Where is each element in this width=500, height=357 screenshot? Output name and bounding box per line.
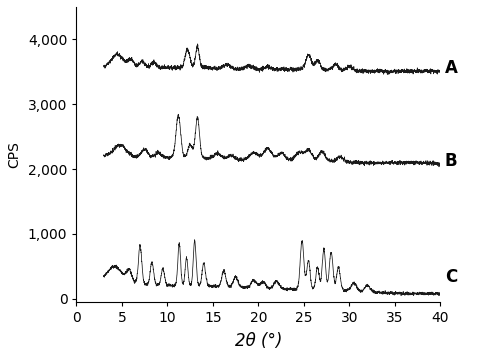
Text: B: B xyxy=(445,152,458,170)
Y-axis label: CPS: CPS xyxy=(7,141,21,168)
Text: C: C xyxy=(445,268,457,286)
Text: A: A xyxy=(445,59,458,77)
X-axis label: 2θ (°): 2θ (°) xyxy=(234,332,282,350)
